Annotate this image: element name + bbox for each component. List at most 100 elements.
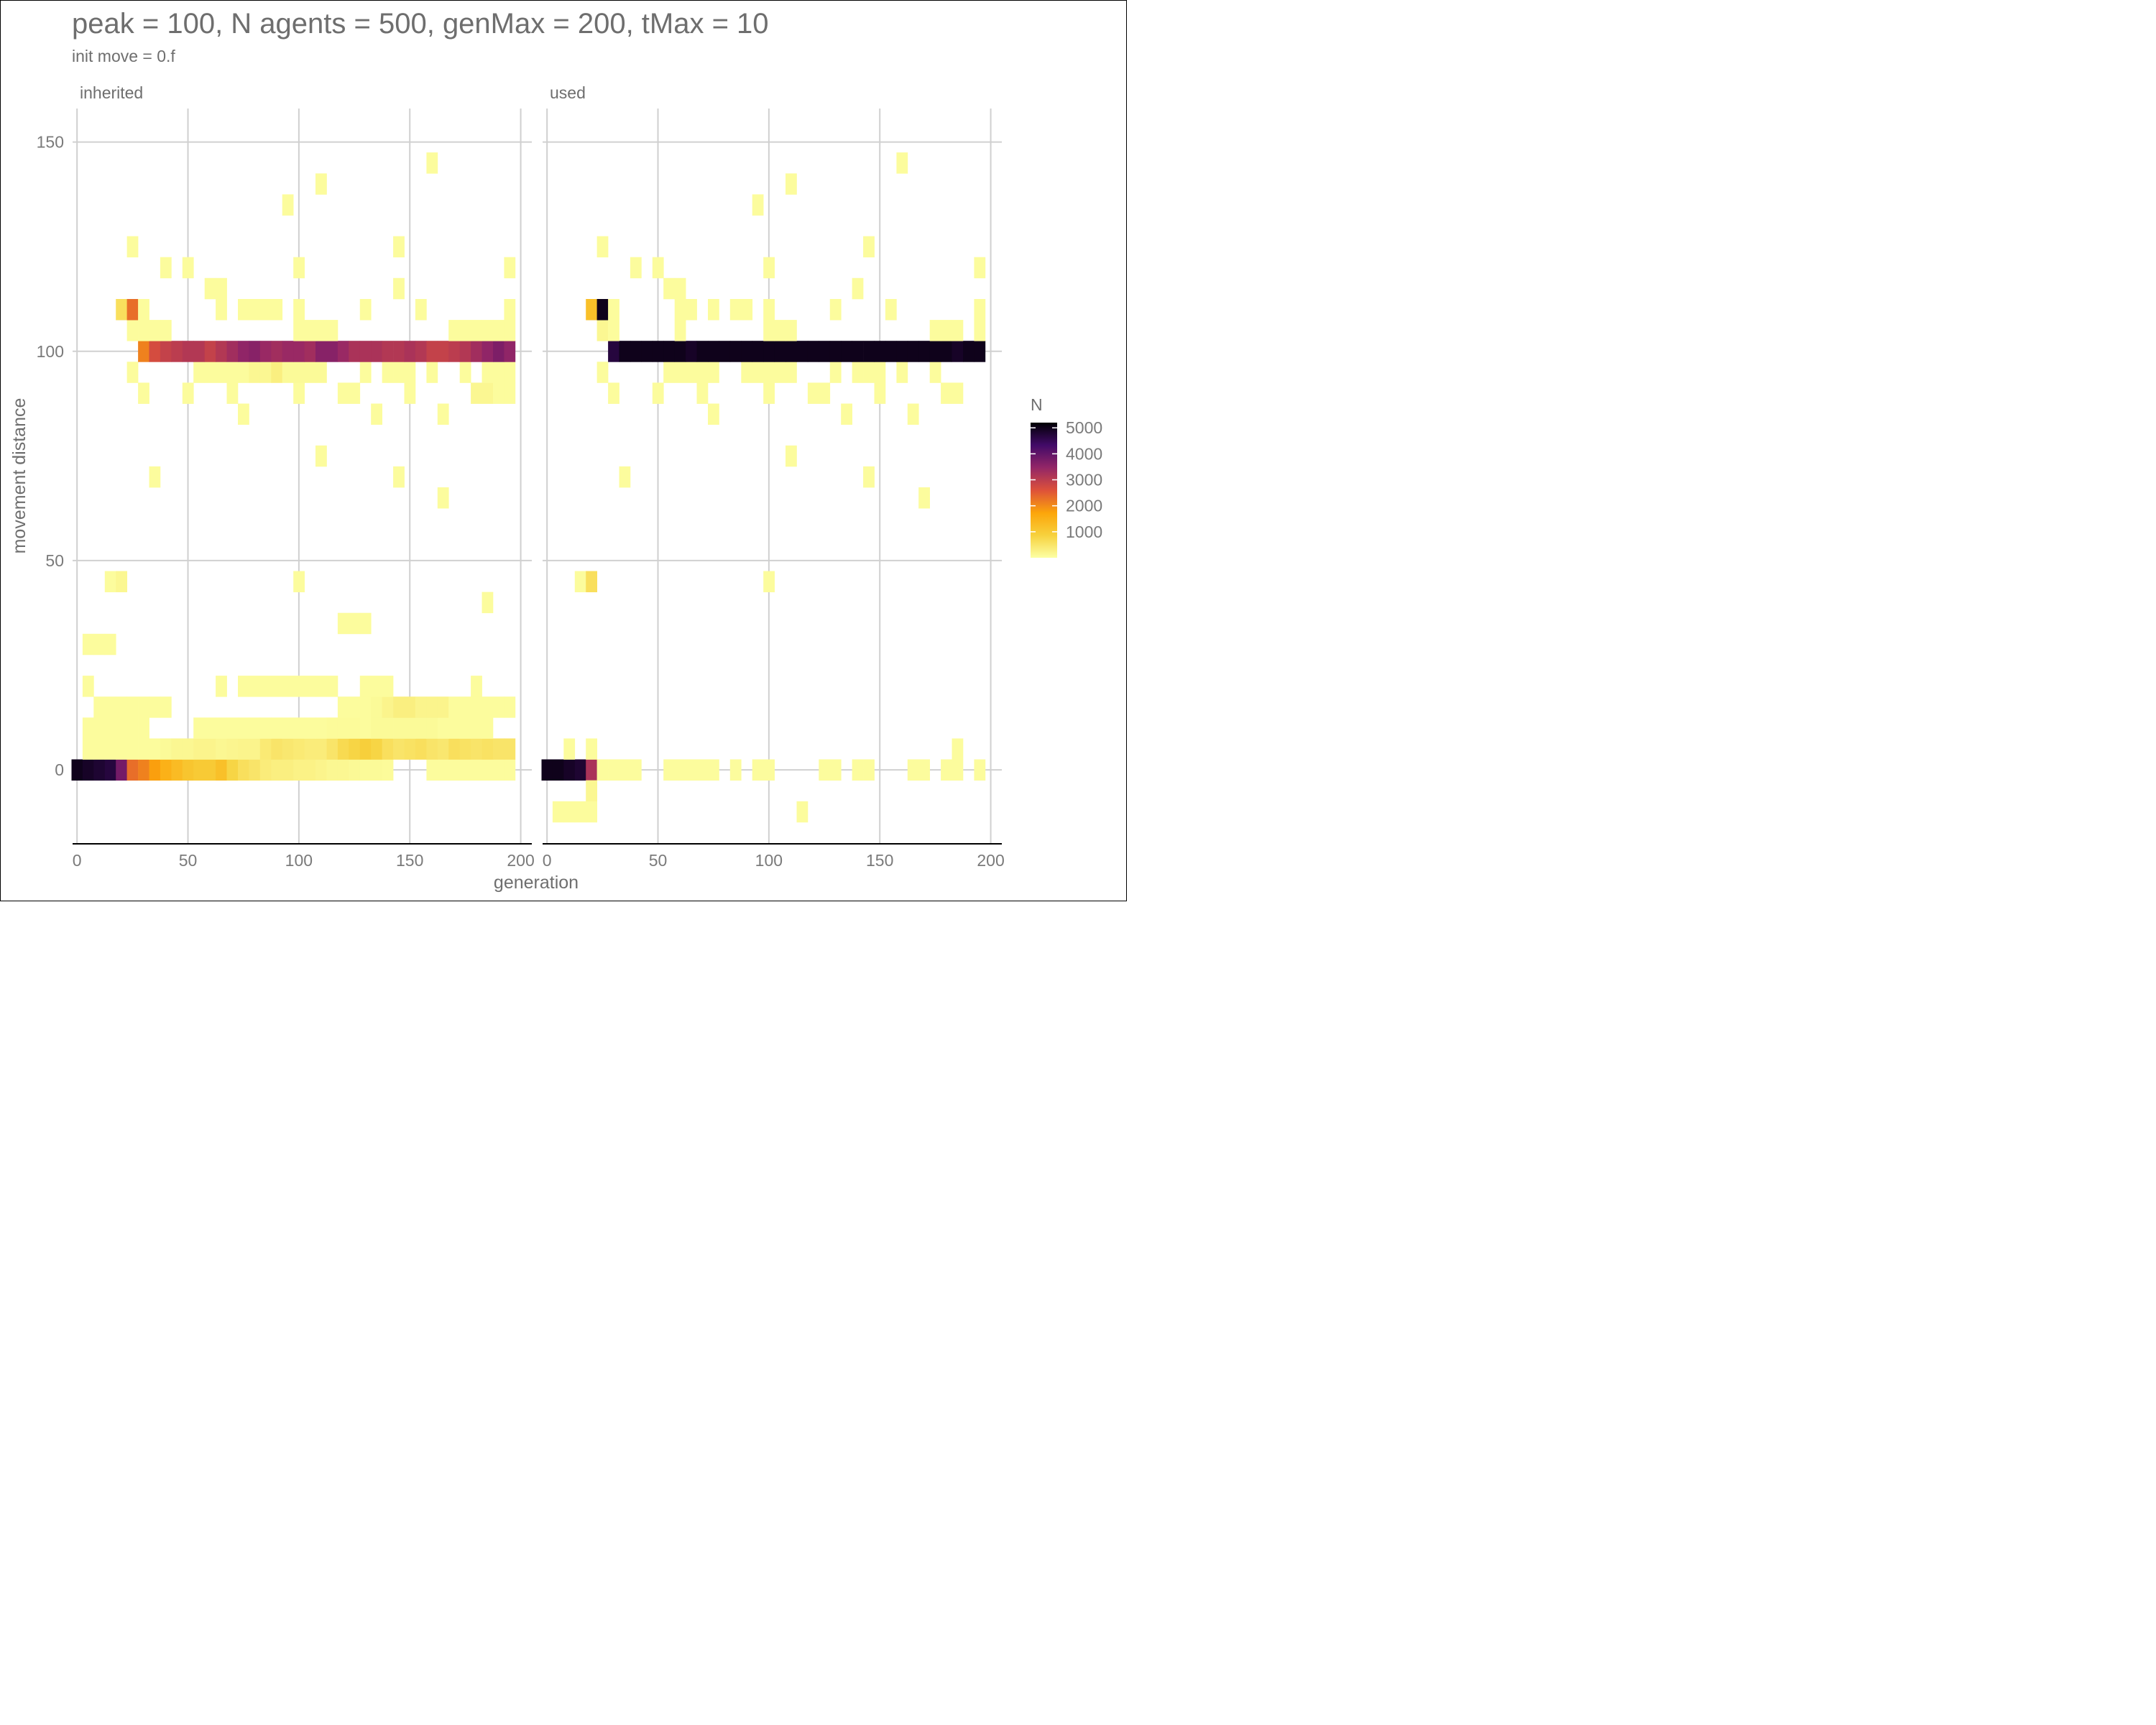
y-tick-label: 0: [55, 760, 64, 779]
facet-used: usedgeneration 0, distance 0, N 5000gene…: [541, 83, 1005, 870]
heatmap-cell: generation 105, distance 95, N 60: [774, 362, 786, 383]
heatmap-cell: generation 90, distance 95, N 60: [741, 362, 753, 383]
heatmap-cell: generation 190, distance 100, N 5000: [963, 341, 975, 362]
heatmap-cell: generation 100, distance 10, N 60: [293, 717, 305, 739]
heatmap-cell: generation 100, distance 95, N 100: [293, 362, 305, 383]
heatmap-cell: generation 105, distance 100, N 3300: [304, 341, 316, 362]
heatmap-cell: generation 130, distance 100, N 3200: [359, 341, 372, 362]
heatmap-cell: generation 100, distance 105, N 60: [293, 320, 305, 341]
heatmap-cell: generation 15, distance 45, N 60: [574, 571, 586, 592]
heatmap-cell: generation 130, distance 20, N 60: [359, 676, 372, 697]
heatmap-cell: generation 150, distance 15, N 300: [404, 696, 416, 718]
heatmap-cell: generation 90, distance 5, N 500: [271, 738, 283, 760]
heatmap-cell: generation 75, distance 85, N 60: [238, 403, 249, 425]
heatmap-cell: generation 185, distance 105, N 60: [952, 320, 964, 341]
heatmap-cell: generation 65, distance 110, N 60: [216, 299, 227, 321]
heatmap-cell: generation 170, distance 10, N 60: [448, 717, 460, 739]
heatmap-cell: generation 90, distance 100, N 3300: [271, 341, 283, 362]
heatmap-cell: generation 145, distance 70, N 60: [863, 466, 875, 488]
heatmap-cell: generation 150, distance 95, N 60: [874, 362, 886, 383]
heatmap-cell: generation 40, distance 100, N 2900: [160, 341, 172, 362]
heatmap-cell: generation 105, distance 105, N 60: [774, 320, 786, 341]
heatmap-cell: generation 115, distance -10, N 60: [796, 801, 808, 823]
heatmap-cell: generation 5, distance 0, N 4900: [82, 759, 94, 781]
x-tick-label: 200: [507, 851, 534, 870]
heatmap-cell: generation 195, distance 0, N 60: [974, 759, 986, 781]
x-axis-label: generation: [494, 873, 579, 893]
heatmap-cell: generation 35, distance 100, N 5000: [619, 341, 631, 362]
x-tick-label: 100: [285, 851, 313, 870]
y-tick-label: 100: [37, 342, 64, 361]
heatmap-cell: generation 140, distance 20, N 60: [382, 676, 394, 697]
heatmap-cell: generation 140, distance 0, N 60: [852, 759, 864, 781]
heatmap-cell: generation 155, distance 15, N 200: [415, 696, 427, 718]
heatmap-cell: generation 20, distance 0, N 3800: [116, 759, 127, 781]
heatmap-cell: generation 145, distance 125, N 60: [393, 236, 405, 258]
heatmap-cell: generation 95, distance 0, N 60: [752, 759, 764, 781]
heatmap-cell: generation 170, distance 100, N 5000: [918, 341, 930, 362]
heatmap-cell: generation 195, distance 100, N 3500: [504, 341, 516, 362]
heatmap-cell: generation 10, distance 10, N 60: [93, 717, 106, 739]
heatmap-cell: generation 130, distance 95, N 60: [359, 362, 372, 383]
heatmap-cell: generation 185, distance 0, N 60: [952, 759, 964, 781]
heatmap-cell: generation 85, distance 110, N 60: [259, 299, 272, 321]
heatmap-cell: generation 20, distance 45, N 150: [116, 571, 127, 592]
heatmap-cell: generation 60, distance 0, N 60: [674, 759, 686, 781]
heatmap-cell: generation 30, distance 90, N 60: [138, 382, 149, 404]
heatmap-cell: generation 165, distance 85, N 60: [437, 403, 449, 425]
heatmap-cell: generation 100, distance 90, N 60: [293, 382, 305, 404]
heatmap-cell: generation 30, distance 105, N 60: [138, 320, 149, 341]
heatmap-cell: generation 100, distance 110, N 60: [763, 299, 775, 321]
legend-tick-label: 2000: [1066, 497, 1102, 515]
heatmap-cell: generation 0, distance 0, N 5000: [71, 759, 83, 781]
heatmap-cell: generation 45, distance 5, N 150: [171, 738, 183, 760]
heatmap-cell: generation 25, distance 0, N 2300: [126, 759, 139, 781]
heatmap-cell: generation 70, distance 100, N 3300: [226, 341, 239, 362]
heatmap-cell: generation 85, distance 100, N 3400: [259, 341, 272, 362]
heatmap-cell: generation 65, distance 100, N 4900: [686, 341, 697, 362]
heatmap-cell: generation 195, distance 95, N 60: [504, 362, 516, 383]
heatmap-cell: generation 115, distance 0, N 150: [326, 759, 338, 781]
heatmap-cell: generation 195, distance 105, N 60: [974, 320, 986, 341]
heatmap-cell: generation 15, distance 5, N 60: [104, 738, 116, 760]
heatmap-cell: generation 180, distance 15, N 60: [471, 696, 482, 718]
heatmap-cell: generation 40, distance 120, N 60: [160, 257, 172, 279]
heatmap-cell: generation 35, distance 0, N 1800: [149, 759, 161, 781]
heatmap-cell: generation 80, distance 95, N 150: [249, 362, 261, 383]
heatmap-cell: generation 80, distance 5, N 200: [249, 738, 261, 760]
heatmap-cell: generation 90, distance 10, N 60: [271, 717, 283, 739]
heatmap-cell: generation 75, distance 20, N 60: [238, 676, 249, 697]
heatmap-cell: generation 135, distance 10, N 100: [371, 717, 382, 739]
heatmap-cell: generation 70, distance 90, N 60: [696, 382, 709, 404]
heatmap-cell: generation 100, distance 120, N 60: [763, 257, 775, 279]
heatmap-cell: generation 50, distance 120, N 60: [182, 257, 194, 279]
heatmap-cell: generation 95, distance 0, N 300: [282, 759, 294, 781]
figure-frame: peak = 100, N agents = 500, genMax = 200…: [0, 0, 1127, 901]
heatmap-cell: generation 130, distance 10, N 60: [359, 717, 372, 739]
heatmap-cell: generation 20, distance 15, N 60: [116, 696, 127, 718]
heatmap-cell: generation 115, distance 10, N 80: [326, 717, 338, 739]
heatmap-cell: generation 110, distance 140, N 60: [315, 173, 327, 195]
heatmap-cell: generation 95, distance 100, N 3400: [282, 341, 294, 362]
heatmap-cell: generation 145, distance 100, N 5000: [863, 341, 875, 362]
heatmap-cell: generation 120, distance 90, N 60: [807, 382, 819, 404]
heatmap-cell: generation 15, distance 0, N 4700: [104, 759, 116, 781]
heatmap-cell: generation 15, distance 0, N 4800: [574, 759, 586, 781]
x-tick-label: 0: [543, 851, 552, 870]
heatmap-cell: generation 110, distance 140, N 60: [786, 173, 797, 195]
heatmap-cell: generation 130, distance 100, N 5000: [829, 341, 842, 362]
heatmap-cell: generation 80, distance 20, N 60: [249, 676, 261, 697]
heatmap-cell: generation 140, distance 0, N 80: [382, 759, 394, 781]
heatmap-cell: generation 30, distance 0, N 60: [608, 759, 619, 781]
heatmap-cell: generation 110, distance 95, N 100: [315, 362, 327, 383]
heatmap-cell: generation 30, distance 110, N 60: [138, 299, 149, 321]
heatmap-cell: generation 80, distance 100, N 5000: [719, 341, 731, 362]
heatmap-cell: generation 135, distance 85, N 60: [371, 403, 382, 425]
heatmap-cell: generation 185, distance 40, N 60: [482, 592, 494, 614]
heatmap-cell: generation 25, distance 110, N 2300: [126, 299, 139, 321]
heatmap-cell: generation 175, distance 5, N 550: [459, 738, 471, 760]
heatmap-cell: generation 95, distance 95, N 60: [752, 362, 764, 383]
heatmap-cell: generation 125, distance 10, N 80: [349, 717, 361, 739]
heatmap-cell: generation 100, distance 105, N 60: [763, 320, 775, 341]
heatmap-cell: generation 170, distance 0, N 60: [918, 759, 930, 781]
